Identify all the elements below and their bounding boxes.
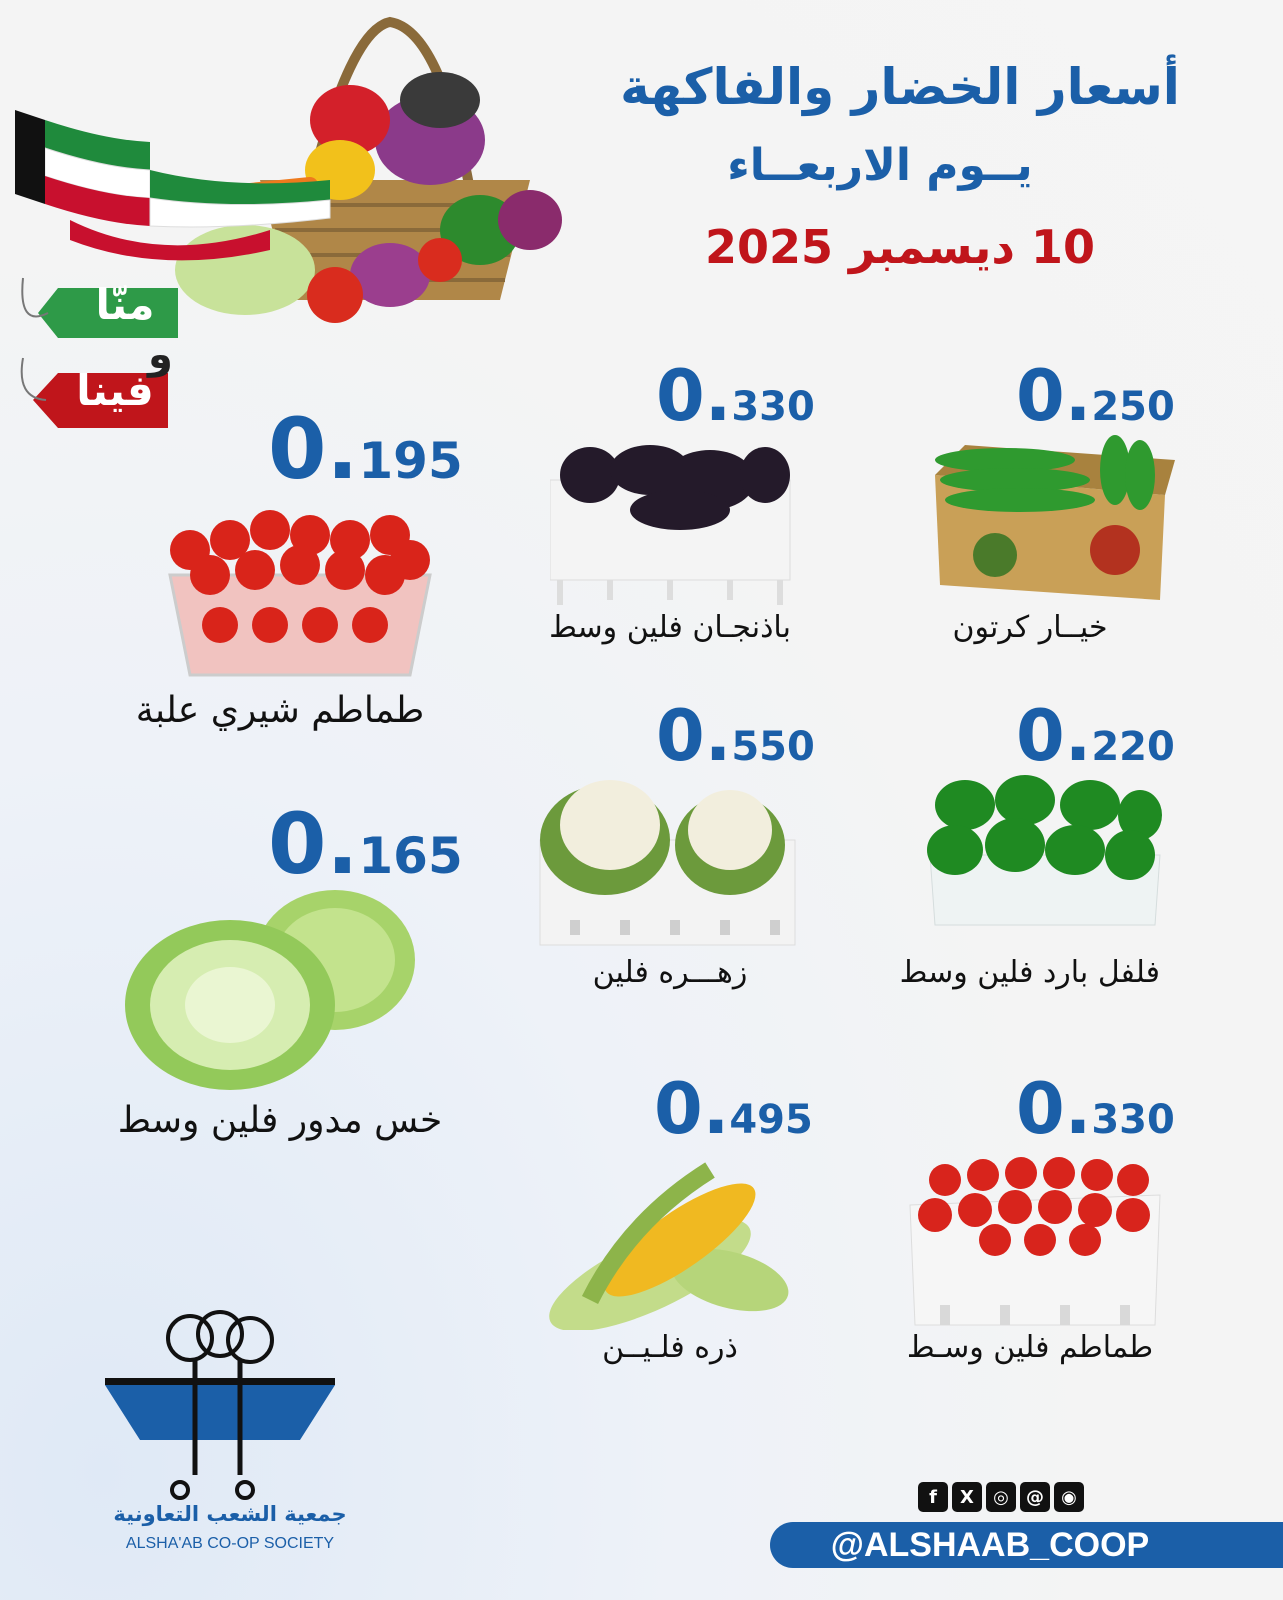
tag-decoration: [20, 277, 178, 428]
kuwait-flag-image: [15, 110, 331, 261]
social-handle-bar: @ALSHAAB_COOP: [770, 1522, 1283, 1568]
name-tomato: طماطم فلين وسـط: [906, 1330, 1154, 1365]
price-lettuce: 0.165: [268, 795, 463, 893]
page-title: أسعار الخضار والفاكهة: [620, 58, 1180, 116]
price-eggplant: 0.330: [656, 355, 815, 437]
price-corn: 0.495: [654, 1068, 813, 1150]
name-cauliflower: زهـــره فلين: [592, 955, 748, 990]
snapchat-icon[interactable]: ◉: [1054, 1482, 1084, 1512]
cherry-tomato-box-image: [168, 510, 432, 677]
tag-bottom-text: فينا: [76, 366, 154, 415]
green-pepper-foam-image: [927, 775, 1162, 926]
name-lettuce: خس مدور فلين وسط: [117, 1100, 443, 1141]
cauliflower-foam-image: [539, 780, 796, 946]
date-label: 10 ديسمبر 2025: [705, 220, 1095, 274]
social-handle[interactable]: @ALSHAAB_COOP: [830, 1526, 1150, 1564]
name-cherry-tomato: طماطم شيري علبة: [135, 690, 425, 731]
facebook-icon[interactable]: f: [918, 1482, 948, 1512]
logo-arabic-name: جمعية الشعب التعاونية: [113, 1502, 347, 1526]
price-cherry-tomato: 0.195: [268, 400, 463, 498]
price-tomato: 0.330: [1016, 1068, 1175, 1150]
threads-icon[interactable]: @: [1020, 1482, 1050, 1512]
tomato-foam-image: [909, 1157, 1161, 1326]
name-cucumber: خيــار كرتون: [952, 610, 1108, 645]
coop-logo-icon: [105, 1310, 335, 1500]
iceberg-lettuce-image: [125, 890, 415, 1090]
eggplant-foam-image: [550, 445, 791, 605]
tag-conj-text: و: [148, 332, 173, 378]
name-corn: ذره فلـيــن: [602, 1330, 738, 1365]
day-subtitle: يــوم الاربعــاء: [727, 140, 1033, 191]
tag-top-text: منّا: [95, 280, 155, 329]
instagram-icon[interactable]: ◎: [986, 1482, 1016, 1512]
corn-image: [549, 1162, 789, 1330]
price-cucumber: 0.250: [1016, 355, 1175, 437]
x-icon[interactable]: X: [952, 1482, 982, 1512]
price-cauliflower: 0.550: [656, 695, 815, 777]
name-green-pepper: فلفل بارد فلين وسط: [899, 955, 1160, 990]
logo-english-name: ALSHA'AB CO-OP SOCIETY: [125, 1535, 335, 1552]
cucumber-box-image: [935, 435, 1175, 600]
name-eggplant: باذنجـان فلين وسط: [549, 610, 791, 645]
price-green-pepper: 0.220: [1016, 695, 1175, 777]
social-icons: f X ◎ @ ◉: [918, 1482, 1084, 1512]
